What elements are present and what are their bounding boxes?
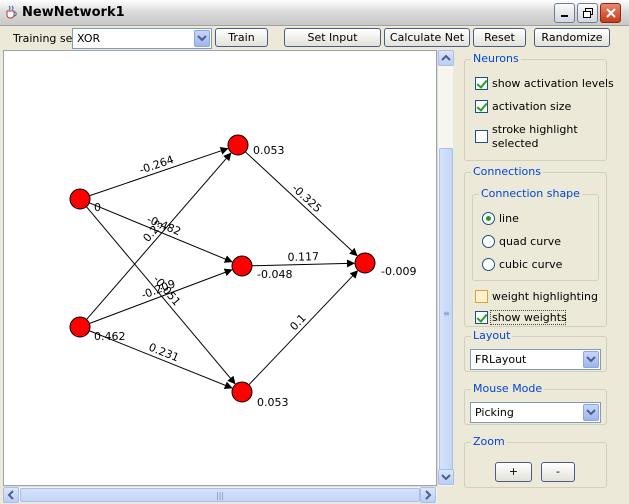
chevron-left-icon: [7, 490, 14, 500]
vertical-scrollbar[interactable]: ≡: [437, 50, 454, 486]
train-button[interactable]: Train: [215, 28, 268, 47]
activation-label: -0.009: [381, 265, 416, 278]
horizontal-scroll-thumb[interactable]: |||: [20, 488, 420, 502]
randomize-button[interactable]: Randomize: [534, 28, 610, 47]
scroll-up-button[interactable]: [438, 50, 454, 66]
neuron-node[interactable]: [354, 252, 376, 274]
mouse-mode-value: Picking: [475, 406, 514, 419]
activation-label: 0: [94, 201, 101, 214]
chevron-down-icon[interactable]: [583, 351, 599, 368]
connection-edge[interactable]: [248, 270, 359, 386]
calculate-net-button[interactable]: Calculate Net: [384, 28, 470, 47]
horizontal-scrollbar[interactable]: |||: [3, 486, 437, 503]
settings-panel: Neurons show activation levels activatio…: [455, 50, 629, 504]
weight-label: -0.325: [289, 182, 324, 216]
close-button[interactable]: [600, 3, 621, 23]
neuron-node[interactable]: [231, 255, 253, 277]
quad-curve-label: quad curve: [499, 235, 561, 248]
restore-icon: [582, 8, 593, 18]
toolbar: Training set: XOR Train Set Input Calcul…: [0, 26, 629, 50]
training-set-select[interactable]: XOR: [72, 28, 212, 49]
vertical-scroll-thumb[interactable]: ≡: [439, 148, 453, 483]
training-set-value: XOR: [77, 32, 101, 45]
activation-label: 0.053: [253, 144, 285, 157]
weight-label: 0.1: [287, 312, 308, 334]
window-title: NewNetwork1: [22, 5, 125, 20]
connection-edge[interactable]: [251, 259, 356, 268]
connection-shape-group: Connection shape line quad curve cubic c…: [472, 187, 599, 281]
weight-highlighting-checkbox[interactable]: [475, 290, 488, 303]
layout-value: FRLayout: [475, 353, 527, 366]
grip-icon: ≡: [443, 309, 450, 318]
scroll-right-button[interactable]: [420, 487, 436, 503]
show-activation-levels-checkbox[interactable]: [475, 77, 488, 90]
neuron-node[interactable]: [227, 134, 249, 156]
close-icon: [605, 8, 616, 18]
neuron-node[interactable]: [69, 188, 91, 210]
connection-edge[interactable]: [89, 147, 229, 197]
cubic-curve-radio[interactable]: [482, 258, 495, 271]
chevron-right-icon: [425, 490, 432, 500]
set-input-button[interactable]: Set Input: [284, 28, 381, 47]
activation-label: 0.053: [257, 396, 289, 409]
mouse-mode-select[interactable]: Picking: [470, 402, 601, 423]
chevron-down-icon[interactable]: [194, 30, 210, 47]
network-graph[interactable]: -0.264-0.482-0.0510.23-0.2090.231-0.3250…: [4, 51, 438, 487]
neuron-node[interactable]: [69, 316, 91, 338]
connection-edge[interactable]: [89, 330, 233, 390]
reset-button[interactable]: Reset: [473, 28, 526, 47]
layout-group: Layout FRLayout: [464, 329, 607, 372]
chevron-up-icon: [441, 54, 451, 61]
layout-title: Layout: [471, 329, 513, 342]
line-label: line: [499, 212, 519, 225]
focus-indicator: [490, 310, 566, 325]
maximize-button[interactable]: [577, 3, 598, 23]
connection-edge[interactable]: [89, 202, 233, 263]
zoom-group: Zoom + -: [464, 435, 607, 488]
connection-edge[interactable]: [86, 152, 232, 320]
weight-label: 0.117: [287, 250, 319, 264]
activation-label: -0.048: [257, 268, 292, 281]
title-bar: NewNetwork1: [0, 0, 629, 26]
zoom-title: Zoom: [471, 435, 507, 448]
mouse-mode-group: Mouse Mode Picking: [464, 382, 607, 425]
connection-shape-title: Connection shape: [479, 187, 582, 200]
zoom-in-button[interactable]: +: [495, 462, 532, 482]
line-radio[interactable]: [482, 212, 495, 225]
training-set-label: Training set:: [13, 32, 81, 45]
grip-icon: |||: [216, 491, 225, 500]
connection-edge[interactable]: [244, 151, 358, 257]
show-weights-checkbox[interactable]: [475, 311, 488, 324]
layout-select[interactable]: FRLayout: [470, 349, 601, 370]
connections-group: Connections Connection shape line quad c…: [464, 165, 607, 327]
show-weights-label: show weights: [492, 311, 567, 324]
activation-label: 0.462: [94, 330, 126, 343]
chevron-down-icon: [441, 474, 451, 481]
minimize-button[interactable]: [554, 3, 575, 23]
chevron-down-icon[interactable]: [583, 404, 599, 421]
neurons-group: Neurons show activation levels activatio…: [464, 52, 614, 161]
show-activation-levels-label: show activation levels: [492, 77, 614, 90]
connection-edge[interactable]: [86, 206, 236, 385]
quad-curve-radio[interactable]: [482, 235, 495, 248]
minimize-icon: [560, 15, 568, 17]
scroll-left-button[interactable]: [3, 487, 19, 503]
stroke-highlight-label-line2: selected: [492, 137, 539, 150]
network-canvas[interactable]: -0.264 -0.482 -0.051 0.23 -0.209 0.231 -0.325 0…: [3, 50, 437, 486]
stroke-highlight-checkbox[interactable]: [475, 130, 488, 143]
activation-size-label: activation size: [492, 100, 572, 113]
java-cup-icon: [6, 5, 17, 19]
zoom-out-button[interactable]: -: [541, 462, 575, 482]
connections-title: Connections: [471, 165, 543, 178]
activation-size-checkbox[interactable]: [475, 100, 488, 113]
stroke-highlight-label: stroke highlight: [492, 123, 578, 136]
neuron-node[interactable]: [231, 381, 253, 403]
connection-edge[interactable]: [89, 268, 233, 324]
neurons-title: Neurons: [471, 52, 521, 65]
weight-highlighting-label: weight highlighting: [492, 290, 598, 303]
mouse-mode-title: Mouse Mode: [471, 382, 545, 395]
cubic-curve-label: cubic curve: [499, 258, 563, 271]
scroll-down-button[interactable]: [438, 469, 454, 485]
